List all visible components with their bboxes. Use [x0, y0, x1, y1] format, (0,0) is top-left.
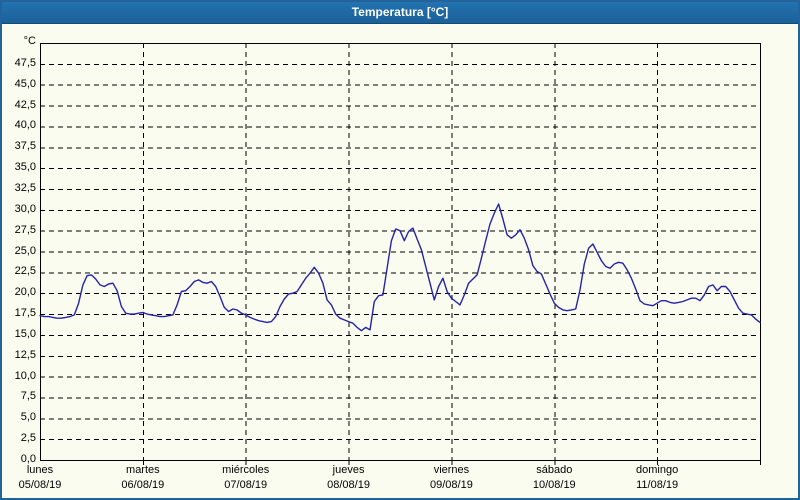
day-date-label: 09/08/19 [430, 479, 473, 491]
y-tick-label: 2,5 [20, 432, 36, 445]
y-tick-label: 5,0 [20, 411, 36, 424]
y-tick-label: 17,5 [14, 307, 36, 320]
day-date-label: 11/08/19 [636, 479, 679, 491]
y-tick-label: 30,0 [14, 202, 36, 215]
day-name-label: sábado [536, 464, 573, 476]
y-tick-label: 7,5 [20, 390, 36, 403]
day-date-label: 07/08/19 [224, 479, 268, 491]
window-title: Temperatura [°C] [351, 5, 449, 19]
day-name-label: lunes [26, 464, 54, 476]
day-date-label: 10/08/19 [532, 479, 576, 491]
day-name-label: miércoles [222, 464, 270, 476]
y-tick-label: 35,0 [14, 161, 36, 174]
day-date-label: 08/08/19 [327, 479, 370, 491]
y-tick-label: 47,5 [14, 56, 36, 69]
y-tick-label: 37,5 [14, 140, 36, 153]
day-name-label: martes [126, 464, 160, 476]
y-tick-label: 0,0 [20, 453, 36, 465]
day-name-label: viernes [433, 464, 470, 476]
y-tick-label: 12,5 [14, 348, 36, 361]
y-tick-label: 40,0 [14, 119, 36, 132]
day-date-label: 05/08/19 [18, 479, 62, 491]
y-tick-label: 32,5 [14, 181, 36, 194]
title-bar[interactable]: Temperatura [°C] [2, 2, 798, 24]
y-tick-label: 22,5 [14, 265, 36, 278]
y-axis-unit-label: °C [23, 35, 36, 47]
y-tick-label: 20,0 [14, 286, 36, 299]
day-name-label: jueves [332, 464, 365, 476]
day-date-label: 06/08/19 [121, 479, 165, 491]
y-tick-label: 27,5 [14, 223, 36, 236]
y-tick-label: 15,0 [14, 327, 36, 340]
y-tick-label: 45,0 [14, 77, 36, 90]
y-tick-label: 25,0 [14, 244, 36, 257]
day-name-label: domingo [636, 464, 679, 476]
y-tick-label: 10,0 [14, 369, 36, 382]
y-tick-label: 42,5 [14, 98, 36, 111]
